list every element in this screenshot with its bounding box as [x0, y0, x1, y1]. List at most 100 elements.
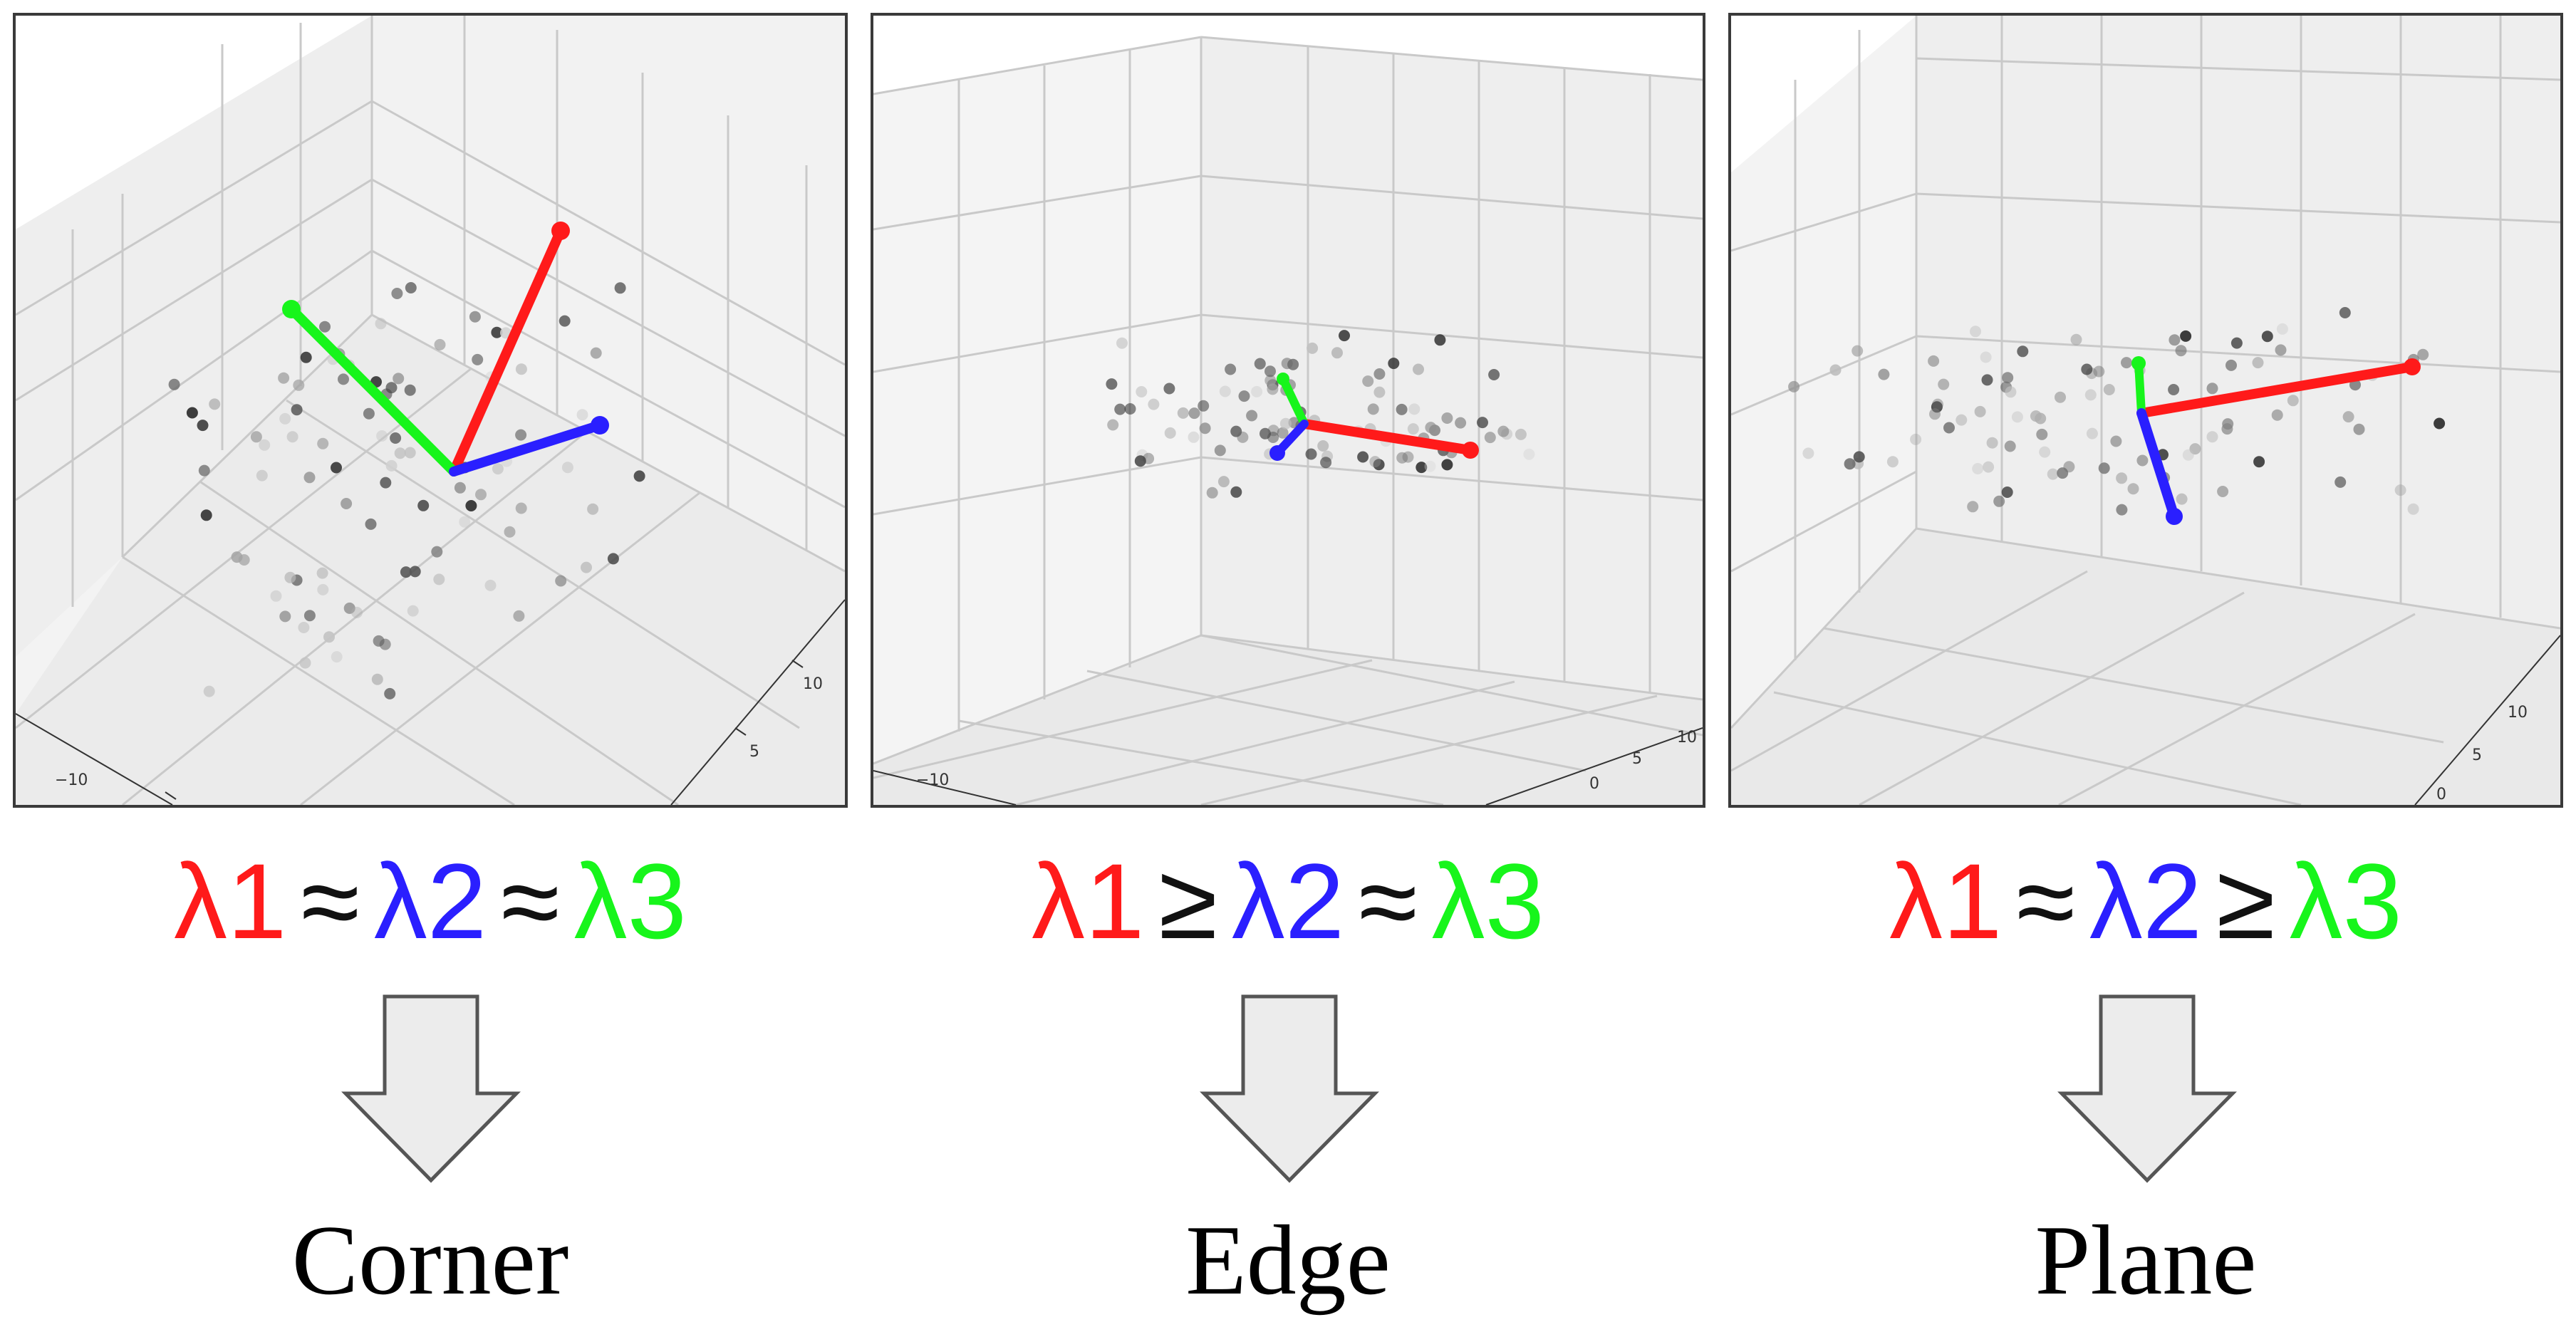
lambda3-symbol: λ3 — [1431, 841, 1544, 961]
scatter-point — [2039, 446, 2051, 458]
scatter-point — [1425, 422, 1437, 434]
scatter-point — [303, 610, 316, 622]
scatter-point — [319, 321, 331, 333]
scatter-point — [1484, 432, 1496, 444]
lambda2-axis — [2136, 408, 2179, 521]
plane-eigenvalue-relation: λ1 ≈ λ2 ≥ λ3 — [1728, 848, 2563, 954]
scatter-point — [1177, 407, 1189, 419]
scatter-point — [1844, 458, 1856, 470]
scatter-point — [1523, 448, 1535, 460]
scatter-point — [1254, 358, 1266, 370]
scatter-point — [2057, 467, 2069, 479]
scatter-point — [2084, 389, 2097, 401]
scatter-point — [2189, 443, 2201, 455]
scatter-point — [407, 605, 419, 617]
scatter-point — [293, 379, 305, 391]
lambda2-axis-tip — [2166, 508, 2183, 525]
eigenvector-axes — [282, 222, 609, 477]
scatter-point — [1967, 501, 1979, 513]
scatter-point — [197, 420, 209, 432]
scatter-point — [465, 500, 477, 511]
scatter-point — [1134, 455, 1146, 467]
scatter-point — [1267, 425, 1279, 437]
scatter-point — [1515, 428, 1527, 440]
lambda2-symbol: λ2 — [1231, 841, 1345, 961]
scatter-point — [2169, 334, 2181, 346]
scatter-point — [607, 553, 619, 565]
scatter-point — [1317, 440, 1329, 452]
scatter-point — [1124, 403, 1136, 415]
scatter-point — [404, 447, 416, 459]
scatter-point — [286, 431, 298, 443]
scatter-point — [590, 347, 602, 359]
scatter-point — [2127, 483, 2139, 495]
scatter-point — [365, 518, 377, 530]
scatter-point — [1929, 408, 1941, 420]
lambda1-axis — [1299, 419, 1475, 455]
lambda3-axis-tip — [282, 300, 301, 318]
scatter-point — [1107, 419, 1119, 431]
scatter-point — [168, 378, 180, 390]
scatter-point — [1307, 342, 1319, 354]
scatter-point — [2180, 330, 2192, 342]
scatter-point — [1264, 365, 1276, 378]
scatter-point — [1206, 487, 1218, 499]
scatter-point — [1188, 407, 1200, 420]
scatter-point — [1956, 414, 1968, 426]
scatter-point — [1198, 400, 1210, 412]
edge-eigenvalue-relation: λ1 ≥ λ2 ≈ λ3 — [871, 848, 1705, 954]
scatter-point — [1424, 460, 1436, 472]
plane-3d-plot: 0 5 10 — [1728, 13, 2563, 808]
scatter-point — [2222, 418, 2234, 430]
scatter-point — [1938, 378, 1950, 390]
scatter-point — [393, 373, 405, 385]
lambda3-axis — [2134, 359, 2146, 417]
scatter-point — [1267, 432, 1279, 443]
scatter-point — [1279, 417, 1292, 430]
scatter-point — [279, 412, 291, 425]
scatter-point — [1488, 369, 1500, 380]
scatter-point — [2394, 484, 2406, 496]
scatter-point — [2206, 431, 2218, 443]
scatter-point — [385, 459, 398, 472]
scatter-point — [472, 353, 484, 365]
scatter-point — [1373, 368, 1386, 380]
lambda1-axis-tip — [1462, 442, 1479, 459]
scatter-point — [1116, 337, 1128, 349]
geq-operator: ≥ — [1158, 841, 1217, 961]
scatter-point — [431, 546, 443, 558]
scatter-point — [454, 482, 466, 494]
geq-operator: ≥ — [2216, 841, 2275, 961]
scatter-point — [279, 610, 291, 623]
scatter-point — [2035, 412, 2047, 425]
scatter-point — [1373, 459, 1385, 471]
scatter-point — [2417, 348, 2429, 360]
down-arrow-icon — [341, 994, 521, 1183]
scatter-point — [1214, 444, 1226, 457]
scatter-point — [1219, 385, 1231, 397]
scatter-point — [2011, 411, 2023, 423]
scatter-point — [1983, 461, 1995, 473]
lambda1-symbol: λ1 — [174, 841, 287, 961]
scatter-point — [555, 575, 567, 587]
scatter-point — [231, 551, 243, 563]
scatter-point — [2334, 476, 2347, 488]
scatter-point — [394, 447, 406, 459]
scatter-point — [1188, 431, 1200, 443]
scatter-point — [198, 464, 210, 477]
scatter-point — [1238, 390, 1250, 402]
scatter-point — [2047, 468, 2059, 480]
scatter-point — [581, 561, 592, 573]
scatter-point — [284, 571, 296, 583]
scatter-point — [371, 673, 383, 685]
scatter-point — [2005, 386, 2017, 398]
edge-tick-label: 0 — [1589, 775, 1599, 793]
corner-tick-label: −10 — [55, 771, 88, 789]
scatter-point — [2103, 384, 2115, 395]
scatter-point — [1788, 380, 1800, 392]
scatter-point — [504, 526, 516, 538]
scatter-point — [1246, 410, 1258, 422]
scatter-point — [1230, 486, 1242, 498]
lambda3-axis-tip — [1277, 373, 1289, 385]
scatter-point — [1910, 433, 1922, 445]
